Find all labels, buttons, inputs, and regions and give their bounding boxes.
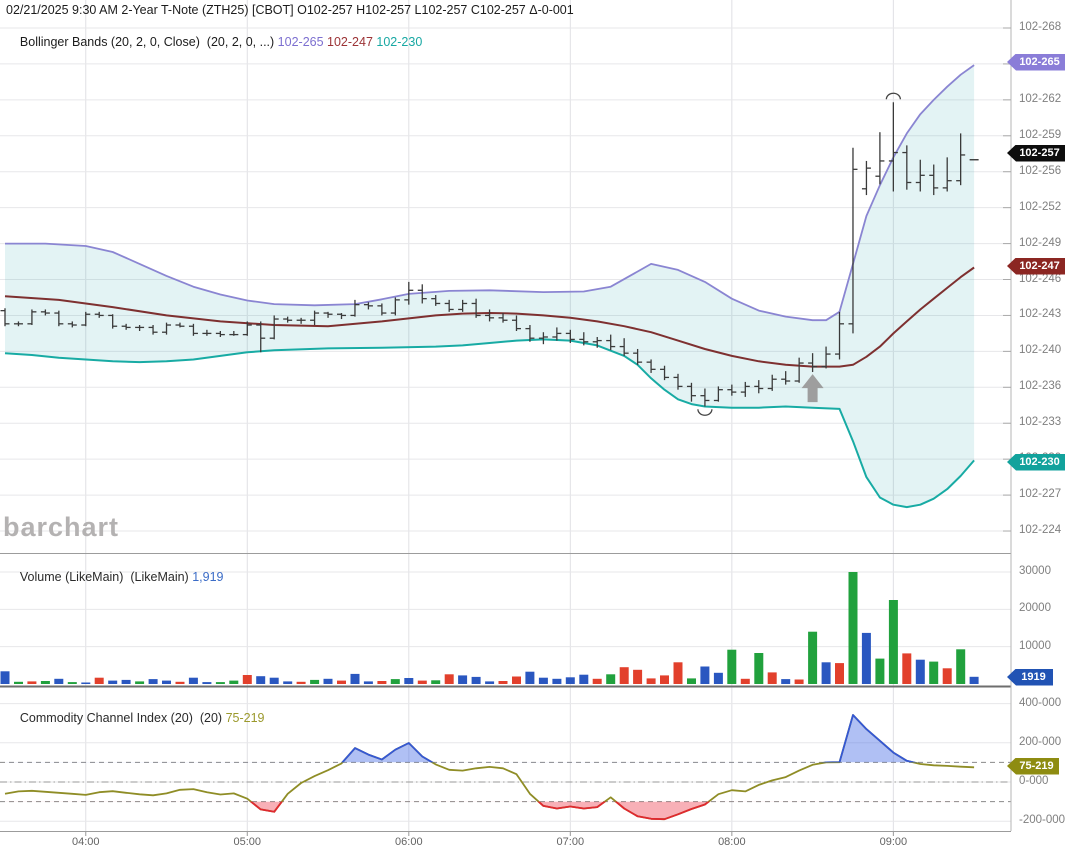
price-axis-label: 102-233 — [1019, 416, 1062, 429]
volume-label: Volume (LikeMain) (LikeMain) — [19, 570, 193, 584]
time-axis-label: 08:00 — [718, 836, 746, 848]
indicator-header: Bollinger Bands (20, 2, 0, Close) (20, 2… — [6, 21, 422, 63]
time-axis-label: 09:00 — [879, 836, 908, 848]
time-axis-label: 05:00 — [233, 836, 262, 848]
bollinger-upper-value: 102-265 — [277, 35, 324, 49]
volume-axis-label: 20000 — [1019, 602, 1051, 615]
price-axis-label: 102-268 — [1019, 21, 1062, 33]
price-axis-label: 102-259 — [1019, 128, 1062, 141]
volume-axis-label: 10000 — [1019, 639, 1051, 652]
volume-axis-label: 30000 — [1019, 565, 1051, 577]
axis-badge-102-265: 102-265 — [1007, 53, 1065, 71]
price-axis-label: 102-224 — [1019, 524, 1062, 537]
price-axis-label: 102-249 — [1019, 236, 1062, 249]
axis-badge-102-230: 102-230 — [1007, 453, 1065, 471]
axis-badge-102-257: 102-257 — [1007, 144, 1065, 162]
cci-panel-title: Commodity Channel Index (20) (20) 75-219 — [6, 697, 265, 739]
cci-axis-label: 200-000 — [1019, 735, 1062, 748]
price-axis-label: 102-243 — [1019, 308, 1062, 321]
time-axis-label: 06:00 — [395, 836, 423, 848]
cci-axis-label: 0-000 — [1019, 775, 1049, 787]
price-axis-label: 102-236 — [1019, 380, 1062, 393]
cci-axis-label: -200-000 — [1019, 814, 1066, 827]
bollinger-label: Bollinger Bands (20, 2, 0, Close) (20, 2… — [19, 35, 278, 49]
volume-panel-title: Volume (LikeMain) (LikeMain) 1,919 — [6, 556, 224, 598]
price-axis-label: 102-227 — [1019, 488, 1062, 501]
axis-badge-102-247: 102-247 — [1007, 257, 1065, 275]
price-axis-label: 102-256 — [1019, 164, 1062, 177]
cci-axis-label: 400-000 — [1019, 696, 1062, 709]
barchart-logo: barchart — [3, 512, 120, 542]
time-axis-label: 07:00 — [556, 836, 585, 848]
time-axis-label: 04:00 — [71, 836, 100, 848]
price-axis-label: 102-240 — [1019, 344, 1062, 357]
up-arrow-annotation — [801, 374, 824, 403]
price-axis-label: 102-246 — [1019, 272, 1062, 285]
price-axis-label: 102-262 — [1019, 92, 1062, 105]
bollinger-middle-value: 102-247 — [327, 35, 373, 49]
axis-badge-1919: 1919 — [1007, 668, 1053, 686]
quote-header: 02/21/2025 9:30 AM 2-Year T-Note (ZTH25)… — [6, 3, 574, 17]
axis-badge-75-219: 75-219 — [1007, 757, 1059, 775]
cci-label: Commodity Channel Index (20) (20) — [19, 711, 226, 725]
cci-value: 75-219 — [225, 711, 265, 725]
volume-value: 1,919 — [192, 570, 224, 584]
price-axis-label: 102-252 — [1019, 200, 1062, 213]
bollinger-lower-value: 102-230 — [376, 35, 423, 49]
